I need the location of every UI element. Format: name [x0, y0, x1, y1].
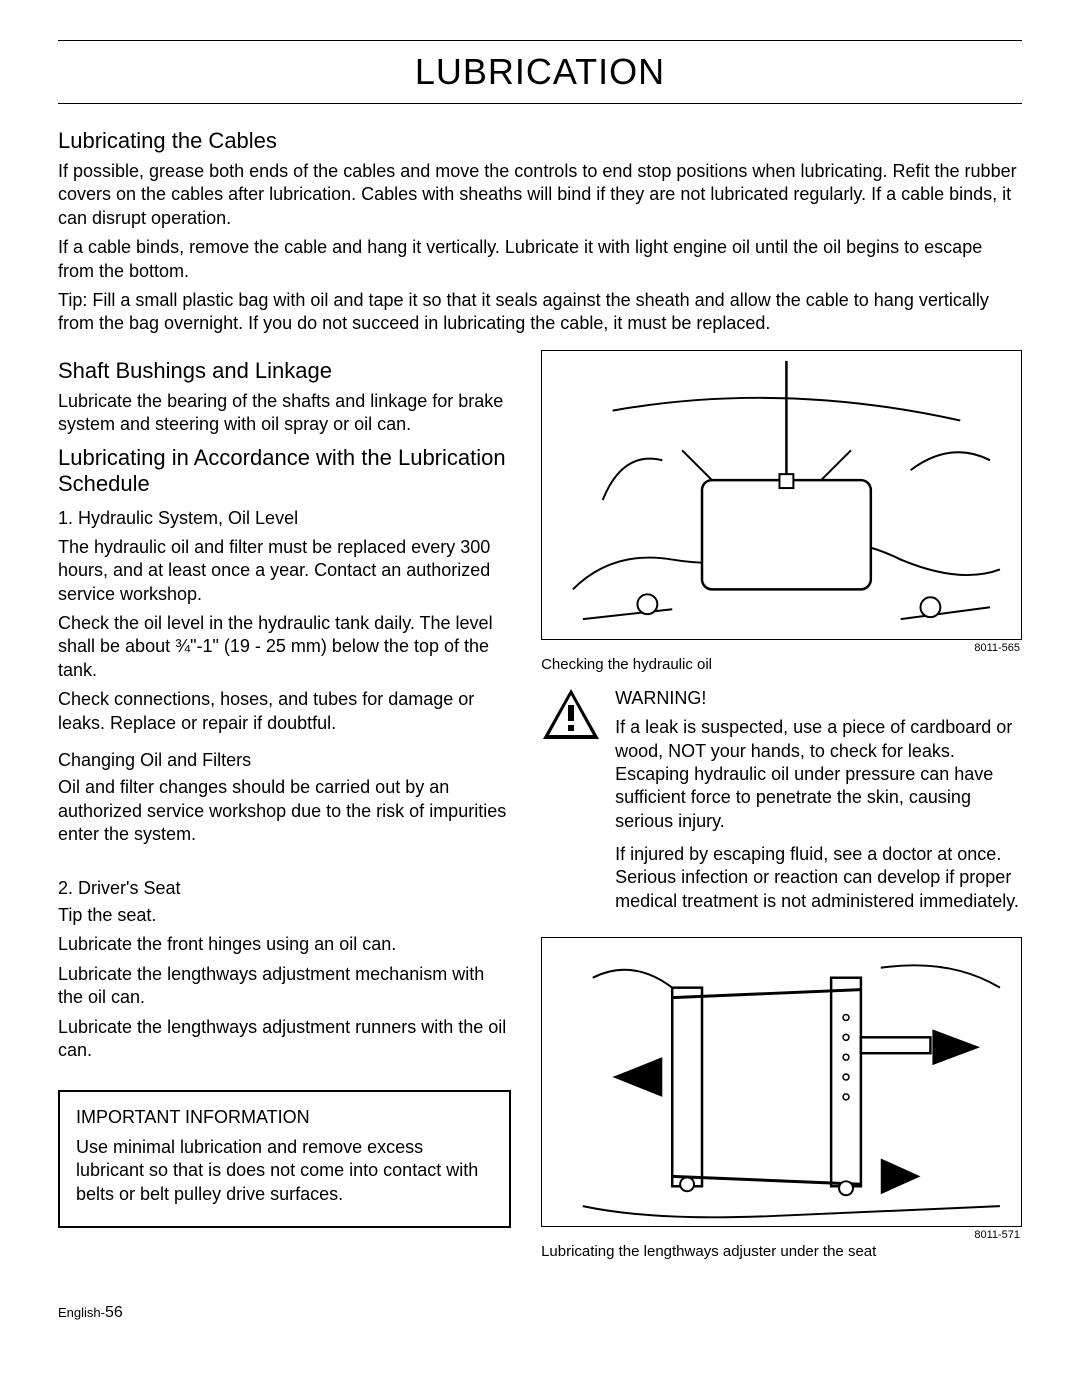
page-title: LUBRICATION	[58, 47, 1022, 97]
warning-paragraph: If a leak is suspected, use a piece of c…	[615, 716, 1022, 833]
figure-number: 8011-565	[541, 642, 1020, 654]
important-info-box: IMPORTANT INFORMATION Use minimal lubric…	[58, 1090, 511, 1228]
right-column: 8011-565 Checking the hydraulic oil WARN…	[541, 350, 1022, 1275]
paragraph: If possible, grease both ends of the cab…	[58, 160, 1022, 230]
heading-schedule: Lubricating in Accordance with the Lubri…	[58, 445, 511, 497]
footer-page-number: 56	[105, 1304, 123, 1321]
warning-paragraph: If injured by escaping fluid, see a doct…	[615, 843, 1022, 913]
figure-caption: Lubricating the lengthways adjuster unde…	[541, 1243, 1022, 1260]
left-column: Shaft Bushings and Linkage Lubricate the…	[58, 350, 511, 1228]
warning-icon	[541, 687, 601, 741]
paragraph: Check the oil level in the hydraulic tan…	[58, 612, 511, 682]
page-footer: English-56	[58, 1304, 1022, 1322]
subheading-changing: Changing Oil and Filters	[58, 749, 511, 772]
warning-text: WARNING! If a leak is suspected, use a p…	[615, 687, 1022, 920]
paragraph: Tip the seat.	[58, 904, 511, 927]
two-column-layout: Shaft Bushings and Linkage Lubricate the…	[58, 350, 1022, 1275]
paragraph: Tip: Fill a small plastic bag with oil a…	[58, 289, 1022, 336]
paragraph: Lubricate the front hinges using an oil …	[58, 933, 511, 956]
seat-adjuster-illustration	[542, 938, 1021, 1226]
header-rule-top	[58, 40, 1022, 41]
paragraph: Lubricate the bearing of the shafts and …	[58, 390, 511, 437]
figure-caption: Checking the hydraulic oil	[541, 656, 1022, 673]
heading-cables: Lubricating the Cables	[58, 128, 1022, 154]
footer-lang: English-	[58, 1305, 105, 1320]
header-rule-bottom	[58, 103, 1022, 104]
warning-block: WARNING! If a leak is suspected, use a p…	[541, 687, 1022, 920]
paragraph: If a cable binds, remove the cable and h…	[58, 236, 1022, 283]
paragraph: Check connections, hoses, and tubes for …	[58, 688, 511, 735]
figure-seat-adjuster	[541, 937, 1022, 1227]
paragraph: Oil and filter changes should be carried…	[58, 776, 511, 846]
warning-title: WARNING!	[615, 687, 1022, 710]
paragraph: Lubricate the lengthways adjustment mech…	[58, 963, 511, 1010]
info-title: IMPORTANT INFORMATION	[76, 1106, 493, 1129]
info-body: Use minimal lubrication and remove exces…	[76, 1136, 493, 1206]
list-item-title: 2. Driver's Seat	[58, 877, 511, 900]
hydraulic-oil-illustration	[542, 351, 1021, 639]
paragraph: The hydraulic oil and filter must be rep…	[58, 536, 511, 606]
section-cables: Lubricating the Cables If possible, grea…	[58, 128, 1022, 336]
paragraph: Lubricate the lengthways adjustment runn…	[58, 1016, 511, 1063]
figure-hydraulic-oil	[541, 350, 1022, 640]
list-item-title: 1. Hydraulic System, Oil Level	[58, 507, 511, 530]
heading-shaft: Shaft Bushings and Linkage	[58, 358, 511, 384]
figure-number: 8011-571	[541, 1229, 1020, 1241]
